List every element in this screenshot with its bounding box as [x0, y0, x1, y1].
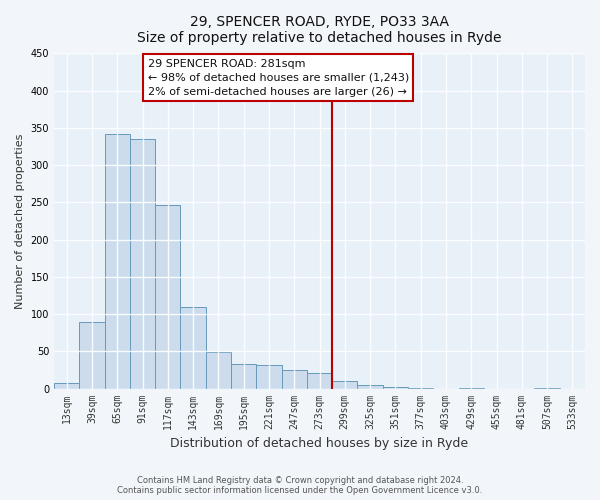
- Bar: [54, 384, 79, 388]
- Bar: [256, 366, 281, 388]
- Bar: [332, 381, 358, 388]
- Text: 29 SPENCER ROAD: 281sqm
← 98% of detached houses are smaller (1,243)
2% of semi-: 29 SPENCER ROAD: 281sqm ← 98% of detache…: [148, 58, 409, 96]
- Bar: [383, 387, 408, 388]
- Bar: [281, 370, 307, 388]
- Bar: [358, 385, 383, 388]
- Bar: [231, 364, 256, 388]
- Bar: [307, 373, 332, 388]
- Title: 29, SPENCER ROAD, RYDE, PO33 3AA
Size of property relative to detached houses in: 29, SPENCER ROAD, RYDE, PO33 3AA Size of…: [137, 15, 502, 45]
- Y-axis label: Number of detached properties: Number of detached properties: [15, 133, 25, 308]
- Bar: [181, 306, 206, 388]
- Bar: [206, 352, 231, 389]
- Bar: [155, 204, 181, 388]
- Text: Contains HM Land Registry data © Crown copyright and database right 2024.
Contai: Contains HM Land Registry data © Crown c…: [118, 476, 482, 495]
- Bar: [130, 139, 155, 388]
- Bar: [79, 322, 104, 388]
- X-axis label: Distribution of detached houses by size in Ryde: Distribution of detached houses by size …: [170, 437, 469, 450]
- Bar: [104, 134, 130, 388]
